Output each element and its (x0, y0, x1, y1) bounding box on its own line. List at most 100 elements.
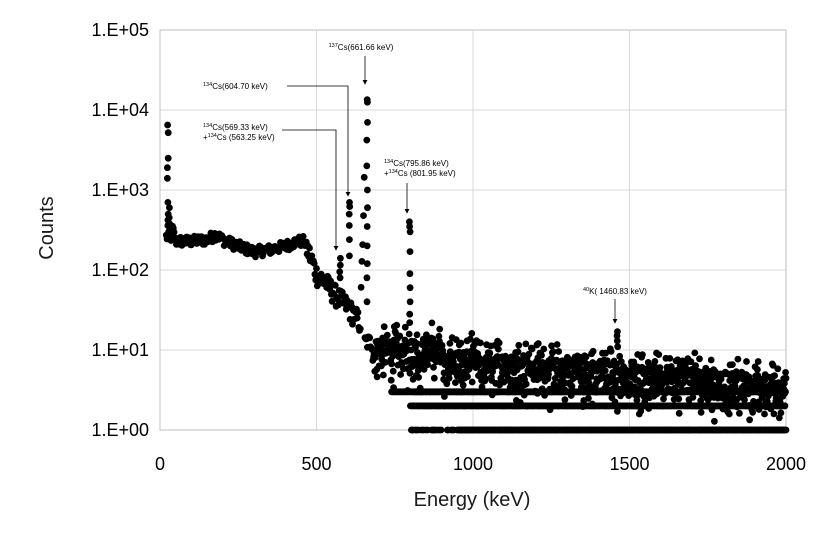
peak-annotation: 134Cs(604.70 keV) (203, 82, 351, 197)
data-point (782, 426, 790, 434)
data-point (445, 374, 453, 382)
data-point (413, 331, 421, 339)
data-point (602, 349, 609, 357)
data-point (514, 348, 522, 356)
data-point (746, 416, 753, 424)
x-tick-label: 1500 (609, 454, 649, 474)
y-tick-label: 1.E+01 (91, 340, 149, 360)
data-point (495, 345, 502, 353)
data-point (364, 98, 371, 106)
data-point (363, 260, 371, 268)
y-tick-labels: 1.E+00 1.E+01 1.E+02 1.E+03 1.E+04 1.E+05 (91, 20, 149, 440)
data-point (299, 233, 307, 240)
annotation-label: 134Cs(569.33 keV) (203, 123, 268, 132)
data-point (754, 358, 762, 365)
data-point (675, 395, 683, 403)
data-point (697, 397, 705, 405)
data-point (389, 352, 397, 360)
data-point (731, 382, 739, 390)
data-point (331, 282, 339, 289)
data-point (522, 380, 530, 388)
data-point (164, 164, 171, 172)
data-point (538, 352, 545, 359)
data-point (406, 223, 413, 230)
data-point (466, 335, 474, 343)
data-point (166, 226, 174, 234)
data-point (406, 369, 414, 377)
data-point (656, 364, 664, 371)
data-point (439, 347, 447, 355)
data-point (540, 345, 548, 353)
data-point (734, 355, 742, 363)
data-point (633, 396, 641, 404)
annotation-label: 134Cs(795.86 keV) (384, 159, 449, 168)
x-axis-label: Energy (keV) (414, 489, 531, 511)
data-point (363, 223, 371, 230)
data-point (346, 252, 353, 260)
data-point (383, 331, 391, 339)
data-point (553, 341, 561, 348)
data-point (675, 409, 683, 417)
data-point (600, 361, 608, 369)
data-point (401, 323, 409, 331)
y-tick-label: 1.E+00 (91, 420, 149, 440)
data-point (406, 248, 414, 256)
data-point (336, 268, 344, 276)
annotation-label: 40K( 1460.83 keV) (583, 287, 647, 296)
data-point (353, 314, 361, 322)
annotation-label-line2: +134Cs (563.25 keV) (203, 133, 275, 142)
data-point (548, 342, 555, 350)
data-point (389, 367, 397, 375)
data-point (585, 394, 592, 402)
y-tick-label: 1.E+04 (91, 100, 149, 120)
data-point (406, 284, 414, 292)
data-point (363, 274, 371, 282)
data-point (630, 358, 638, 366)
data-point (360, 173, 368, 181)
data-point (691, 349, 699, 357)
data-point (781, 402, 789, 410)
data-point (696, 355, 703, 363)
data-point (164, 129, 172, 137)
y-axis-label: Counts (36, 196, 58, 259)
data-point (430, 363, 437, 371)
x-tick-label: 2000 (766, 454, 806, 474)
data-point (373, 373, 381, 381)
data-point (364, 119, 371, 126)
data-point (166, 204, 173, 212)
data-point (406, 298, 414, 306)
annotation-label: 134Cs(604.70 keV) (203, 82, 268, 91)
data-point (617, 358, 625, 365)
data-point (729, 361, 736, 368)
data-point (561, 379, 569, 387)
data-point (357, 283, 365, 291)
data-point (707, 356, 715, 364)
data-point (165, 214, 173, 222)
data-point (310, 260, 318, 267)
data-point (480, 359, 487, 366)
data-point (428, 319, 436, 327)
data-point (337, 254, 344, 262)
data-point (614, 343, 622, 351)
data-point (464, 373, 471, 380)
data-point (468, 330, 476, 337)
annotation-arrow (287, 85, 351, 197)
x-tick-label: 0 (155, 454, 165, 474)
data-point (446, 340, 454, 347)
data-point (406, 270, 414, 278)
annotation-arrow (282, 129, 339, 251)
data-point (364, 204, 371, 212)
peak-annotation: 134Cs(569.33 keV)+134Cs (563.25 keV) (203, 123, 339, 251)
data-point (406, 228, 414, 236)
data-point (438, 342, 446, 349)
data-point (397, 371, 404, 378)
data-point (364, 186, 371, 194)
data-point (743, 358, 750, 365)
data-point (450, 358, 457, 366)
data-point (388, 360, 395, 368)
data-point (549, 348, 557, 355)
data-point (405, 330, 413, 338)
data-point (164, 154, 172, 162)
data-point (660, 395, 667, 403)
data-point (771, 372, 778, 379)
